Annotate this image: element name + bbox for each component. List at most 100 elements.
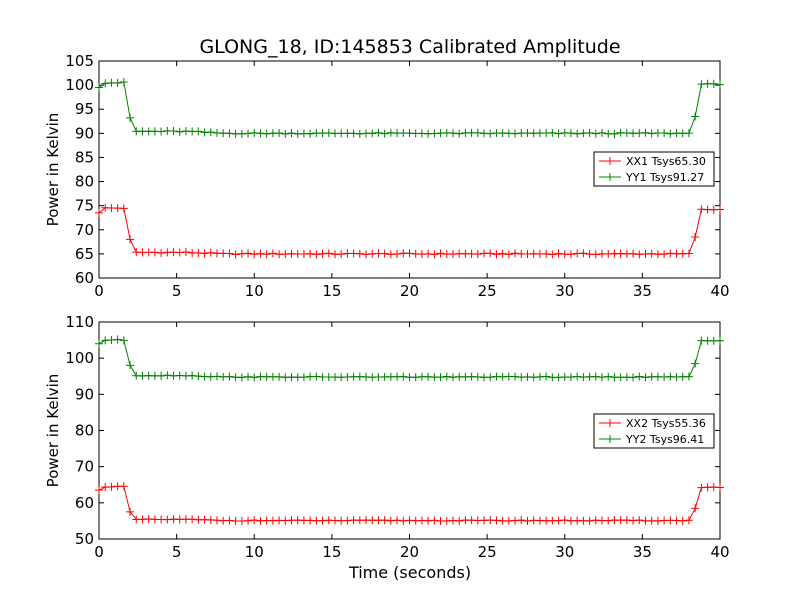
data-point bbox=[157, 127, 166, 136]
series-yy2 bbox=[95, 335, 724, 382]
x-tick-label: 10 bbox=[245, 282, 264, 300]
data-point bbox=[380, 516, 389, 525]
data-point bbox=[337, 250, 346, 259]
data-point bbox=[95, 208, 103, 217]
x-tick-label: 5 bbox=[172, 543, 182, 561]
data-point bbox=[126, 361, 135, 370]
data-point bbox=[95, 486, 103, 495]
data-point bbox=[641, 373, 650, 382]
data-point bbox=[598, 373, 607, 382]
x-axis-label: Time (seconds) bbox=[348, 563, 471, 582]
y-tick-label: 95 bbox=[75, 100, 94, 118]
data-point bbox=[188, 371, 197, 380]
x-tick-label: 25 bbox=[478, 543, 497, 561]
data-point bbox=[256, 249, 265, 258]
data-point bbox=[629, 373, 638, 382]
data-point bbox=[163, 371, 172, 380]
data-point bbox=[126, 507, 135, 516]
data-point bbox=[560, 516, 569, 525]
data-point bbox=[368, 129, 377, 138]
data-point bbox=[119, 78, 128, 87]
data-point bbox=[262, 250, 271, 259]
data-point bbox=[244, 249, 253, 258]
data-point bbox=[517, 516, 526, 525]
data-point bbox=[212, 372, 221, 381]
data-point bbox=[455, 129, 464, 138]
data-point bbox=[119, 482, 128, 491]
data-point bbox=[684, 249, 693, 258]
data-point bbox=[684, 516, 693, 525]
y-tick-label: 60 bbox=[75, 269, 94, 287]
data-point bbox=[355, 249, 364, 258]
data-point bbox=[244, 129, 253, 138]
legend-entry: XX1 Tsys65.30 bbox=[599, 155, 706, 168]
data-point bbox=[678, 516, 687, 525]
data-point bbox=[660, 128, 669, 137]
x-tick-label: 40 bbox=[710, 282, 729, 300]
x-tick-label: 25 bbox=[478, 282, 497, 300]
data-point bbox=[399, 516, 408, 525]
data-point bbox=[647, 129, 656, 138]
legend-marker bbox=[606, 435, 614, 443]
data-point bbox=[684, 372, 693, 381]
data-point bbox=[591, 129, 600, 138]
data-point bbox=[691, 112, 700, 121]
x-tick-label: 15 bbox=[322, 543, 341, 561]
data-point bbox=[691, 504, 700, 513]
data-point bbox=[486, 249, 495, 258]
data-point bbox=[566, 250, 575, 259]
data-point bbox=[268, 249, 277, 258]
data-point bbox=[498, 249, 507, 258]
data-point bbox=[244, 372, 253, 381]
series-xx1 bbox=[95, 203, 724, 259]
legend-label: XX2 Tsys55.36 bbox=[626, 417, 706, 430]
legend: XX1 Tsys65.30 YY1 Tsys91.27 bbox=[593, 151, 715, 187]
data-point bbox=[374, 128, 383, 137]
data-point bbox=[306, 129, 315, 138]
data-point bbox=[380, 249, 389, 258]
data-point bbox=[181, 248, 190, 257]
data-point bbox=[684, 129, 693, 138]
data-point bbox=[579, 249, 588, 258]
y-axis-label: Power in Kelvin bbox=[44, 374, 62, 488]
legend-entry: YY1 Tsys91.27 bbox=[599, 171, 704, 184]
data-point bbox=[511, 129, 520, 138]
y-tick-label: 100 bbox=[65, 76, 94, 94]
y-tick-label: 50 bbox=[75, 530, 94, 548]
data-point bbox=[691, 359, 700, 368]
data-point bbox=[591, 250, 600, 259]
data-point bbox=[237, 373, 246, 382]
data-point bbox=[225, 249, 234, 258]
data-point bbox=[380, 129, 389, 138]
data-point bbox=[716, 483, 724, 492]
data-point bbox=[157, 249, 166, 258]
legend-label: YY1 Tsys91.27 bbox=[625, 171, 704, 184]
data-point bbox=[473, 250, 482, 259]
data-point bbox=[554, 129, 563, 138]
data-point bbox=[436, 249, 445, 258]
y-tick-label: 70 bbox=[75, 458, 94, 476]
x-tick-label: 30 bbox=[555, 282, 574, 300]
data-point bbox=[393, 516, 402, 525]
data-point bbox=[716, 80, 724, 89]
data-point bbox=[362, 250, 371, 259]
figure-title: GLONG_18, ID:145853 Calibrated Amplitude bbox=[199, 36, 620, 58]
data-point bbox=[324, 249, 333, 258]
legend-marker bbox=[606, 157, 614, 165]
data-point bbox=[399, 372, 408, 381]
top-subplot: 0 5 10 15 20 25 30 35 40 60 65 70 75 80 85 90 95 100 105 Po… bbox=[44, 52, 730, 300]
data-point bbox=[591, 372, 600, 381]
data-point bbox=[250, 516, 259, 525]
data-point bbox=[169, 127, 178, 136]
x-tick-label: 30 bbox=[555, 543, 574, 561]
data-point bbox=[281, 129, 290, 138]
data-point bbox=[157, 371, 166, 380]
data-point bbox=[566, 129, 575, 138]
data-point bbox=[442, 372, 451, 381]
x-tick-label: 20 bbox=[400, 543, 419, 561]
data-point bbox=[629, 249, 638, 258]
data-point bbox=[492, 250, 501, 259]
data-point bbox=[256, 129, 265, 138]
data-point bbox=[660, 250, 669, 259]
